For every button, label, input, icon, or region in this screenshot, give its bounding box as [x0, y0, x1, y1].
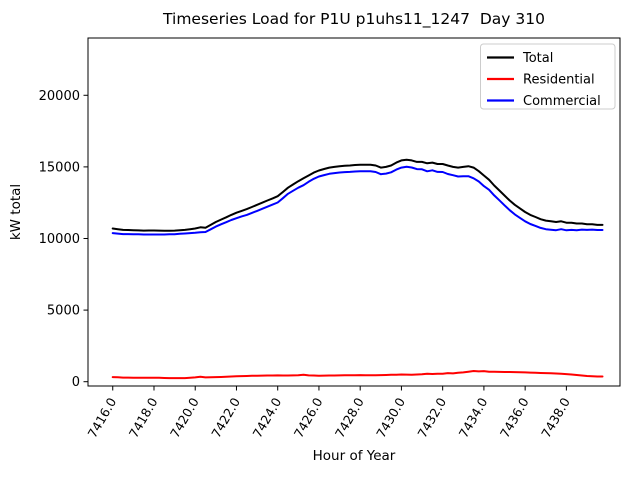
y-tick-label: 5000	[47, 304, 80, 319]
legend: Total Residential Commercial	[480, 43, 616, 110]
x-tick-label: 7438.0	[538, 395, 573, 440]
x-tick-label: 7418.0	[126, 395, 161, 440]
legend-label-residential: Residential	[523, 73, 595, 88]
y-tick-label: 10000	[39, 232, 80, 247]
x-tick-label: 7432.0	[414, 395, 449, 440]
legend-label-total: Total	[522, 51, 553, 66]
axes-spines	[87, 37, 621, 387]
x-tick-label: 7416.0	[84, 395, 119, 440]
legend-frame	[480, 43, 616, 110]
x-tick-label: 7436.0	[497, 395, 532, 440]
x-tick-label: 7428.0	[332, 395, 367, 440]
y-tick-label: 0	[72, 375, 80, 390]
y-tick-label: 20000	[39, 89, 80, 104]
chart-title: Timeseries Load for P1U p1uhs11_1247 Day…	[162, 10, 545, 29]
x-tick-label: 7426.0	[291, 395, 326, 440]
series-line-commercial	[111, 165, 604, 236]
x-tick-label: 7422.0	[208, 395, 243, 440]
y-tick-label: 15000	[39, 160, 80, 175]
legend-label-commercial: Commercial	[523, 94, 601, 109]
x-axis-label: Hour of Year	[313, 448, 396, 464]
series-line-total	[111, 158, 604, 232]
x-tick-label: 7430.0	[373, 395, 408, 440]
x-tick-label: 7434.0	[456, 395, 491, 440]
x-tick-label: 7420.0	[167, 395, 202, 440]
series-line-residential	[111, 370, 604, 380]
y-axis-label: kW total	[8, 184, 24, 240]
x-tick-label: 7424.0	[249, 395, 284, 440]
